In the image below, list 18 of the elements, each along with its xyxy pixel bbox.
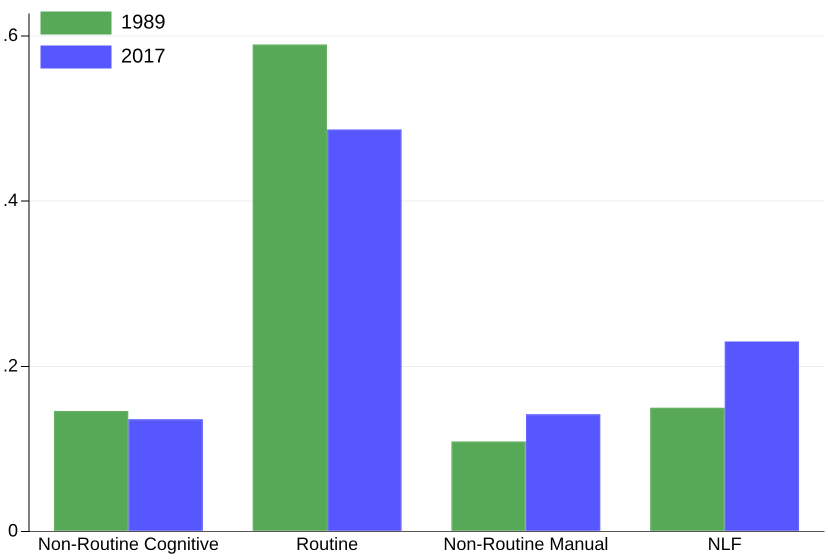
y-tick-label: .2 [2, 355, 18, 376]
x-tick-label: Non-Routine Manual [443, 534, 608, 554]
bar [451, 441, 526, 531]
y-tick-label: .6 [2, 25, 18, 46]
bar [252, 44, 328, 531]
y-tick-label: .4 [2, 190, 18, 210]
bar [650, 408, 725, 531]
bar [526, 414, 600, 531]
bar [327, 129, 402, 531]
bar [724, 342, 800, 531]
y-tick-label: 0 [8, 520, 18, 540]
bar [128, 419, 203, 531]
legend-label: 1989 [121, 12, 166, 34]
x-tick-label: Non-Routine Cognitive [38, 534, 219, 554]
x-tick-label: Routine [296, 534, 358, 554]
x-tick-label: NLF [708, 534, 742, 554]
legend-label: 2017 [121, 46, 166, 68]
bar [54, 410, 128, 531]
